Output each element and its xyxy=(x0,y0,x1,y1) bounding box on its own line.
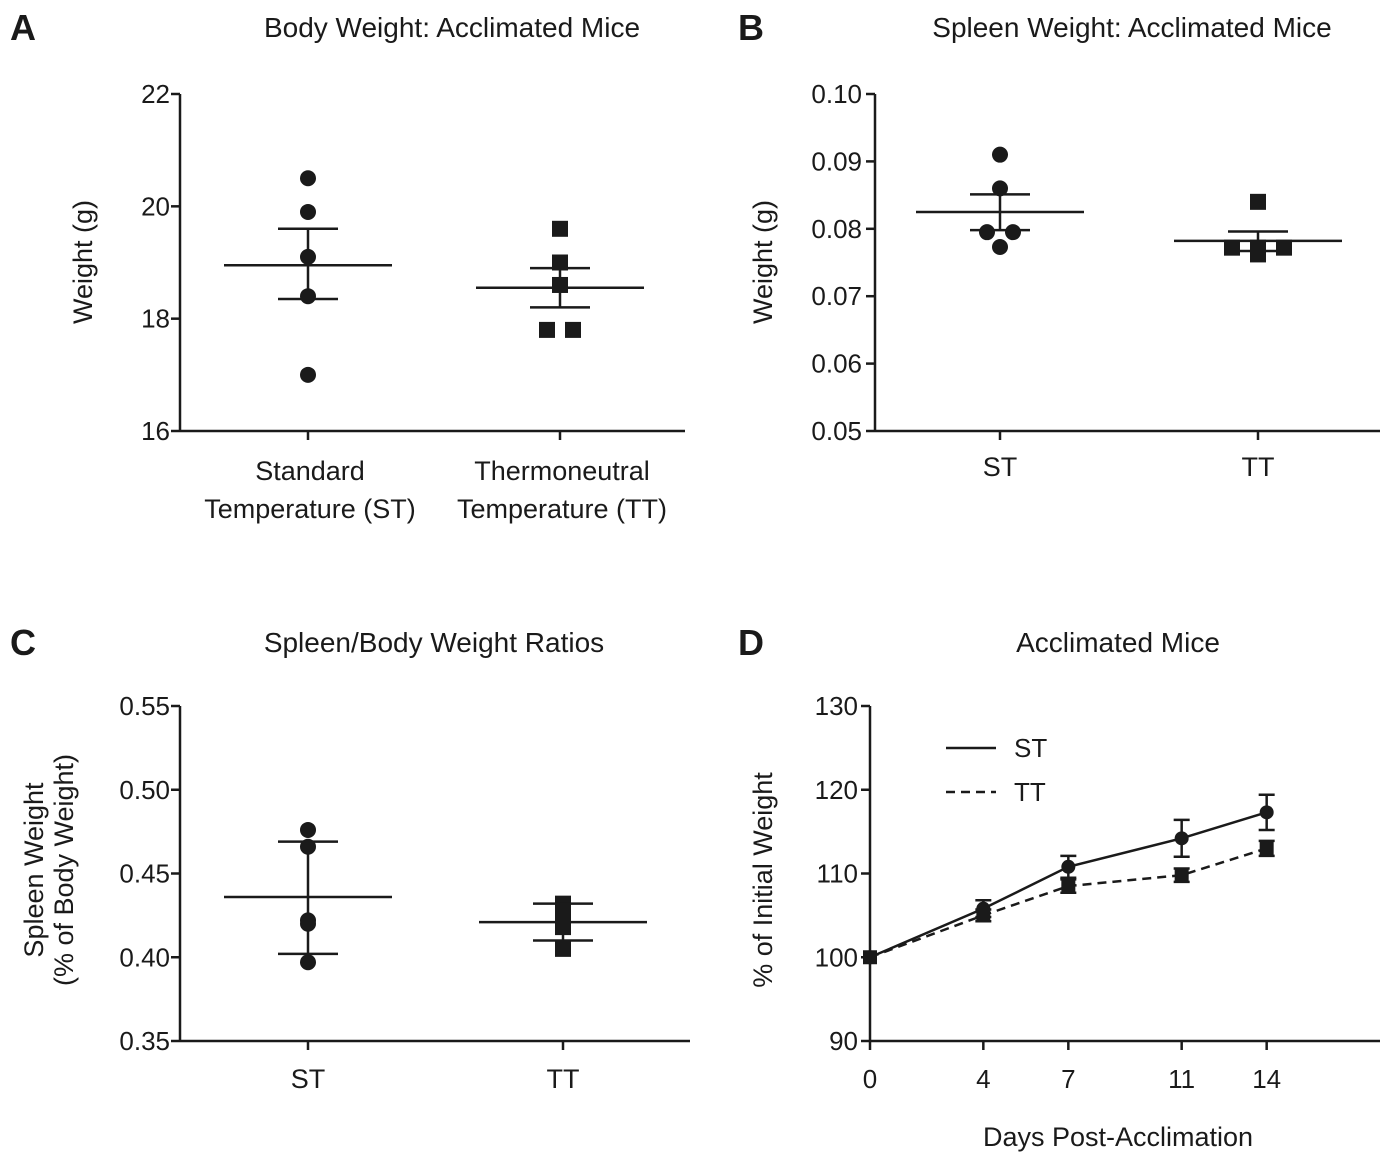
panel-d-data-point xyxy=(1061,859,1076,874)
panel-a-x-tick-label: Thermoneutral xyxy=(474,456,650,486)
panel-b-y-tick-label: 0.09 xyxy=(811,146,862,176)
panel-a-data-point xyxy=(539,321,555,338)
panel-b-y-tick-label: 0.10 xyxy=(811,79,862,109)
panel-d-data-point xyxy=(1259,805,1274,820)
panel-c-y-axis-label: (% of Body Weight) xyxy=(49,754,79,986)
panel-c-axes: 0.35 0.40 0.45 0.50 0.55 Spleen Weight (% of B… xyxy=(19,691,690,1094)
panel-c-marks xyxy=(224,821,647,971)
panel-d-legend-label: ST xyxy=(1014,733,1047,763)
panel-a-marks xyxy=(224,170,644,383)
panel-a-data-point xyxy=(552,220,568,237)
panel-b-data-point xyxy=(1250,193,1266,210)
panel-a-y-tick-label: 18 xyxy=(141,304,170,334)
panel-b-data-point xyxy=(992,238,1008,255)
panel-c-x-tick-label: ST xyxy=(291,1064,326,1094)
panel-b-y-tick-label: 0.08 xyxy=(811,214,862,244)
panel-d-x-tick-label: 4 xyxy=(976,1064,990,1094)
panel-b-y-tick-label: 0.06 xyxy=(811,349,862,379)
panel-a-y-tick-label: 22 xyxy=(141,79,170,109)
panel-d-letter: D xyxy=(738,622,764,663)
panel-b-data-point xyxy=(1005,224,1021,241)
panel-d-x-tick-label: 0 xyxy=(863,1064,877,1094)
panel-a-data-point xyxy=(300,366,316,383)
panel-b-x-tick-label: TT xyxy=(1242,452,1275,482)
panel-b-data-point xyxy=(992,146,1008,163)
panel-a-y-tick-label: 16 xyxy=(141,416,170,446)
panel-b-axes: 0.05 0.06 0.07 0.08 0.09 0.10 Weight (g) ST TT xyxy=(748,79,1380,482)
panel-d-data-point xyxy=(1061,879,1076,894)
panel-a-letter: A xyxy=(10,7,36,48)
panel-d-x-tick-label: 7 xyxy=(1061,1064,1075,1094)
panel-d-data-point xyxy=(1174,831,1189,846)
panel-d-marks: ST TT xyxy=(863,733,1275,965)
panel-d-y-tick-label: 130 xyxy=(815,691,858,721)
panel-a-data-point xyxy=(552,254,568,271)
panel-c-data-point xyxy=(555,940,571,957)
panel-d-title: Acclimated Mice xyxy=(1016,627,1220,658)
panel-a-data-point xyxy=(565,321,581,338)
panel-b-title: Spleen Weight: Acclimated Mice xyxy=(932,12,1331,43)
panel-c-y-axis-label: Spleen Weight xyxy=(19,782,49,958)
panel-d-x-tick-label: 14 xyxy=(1252,1064,1281,1094)
panel-b-data-point xyxy=(992,180,1008,197)
panel-a-y-tick-label: 20 xyxy=(141,191,170,221)
panel-c: C Spleen/Body Weight Ratios 0.35 0.40 0.45… xyxy=(10,622,690,1094)
panel-a-x-tick-label: Temperature (TT) xyxy=(457,494,667,524)
panel-b-data-point xyxy=(979,224,995,241)
panel-d-legend-label: TT xyxy=(1014,777,1046,807)
panel-a-axes: 16 18 20 22 Weight (g) Standard Temperature (S… xyxy=(68,79,685,524)
panel-d-data-point xyxy=(1259,841,1274,856)
panel-d-y-axis-label: % of Initial Weight xyxy=(748,772,778,988)
panel-d-x-axis-label: Days Post-Acclimation xyxy=(983,1122,1253,1152)
panel-d-y-tick-label: 100 xyxy=(815,942,858,972)
panel-d-y-tick-label: 110 xyxy=(817,859,858,889)
panel-c-title: Spleen/Body Weight Ratios xyxy=(264,627,604,658)
panel-b-y-tick-label: 0.07 xyxy=(811,281,862,311)
panel-c-y-tick-label: 0.45 xyxy=(119,859,170,889)
panel-d-data-point xyxy=(863,950,877,965)
panel-d-y-tick-label: 120 xyxy=(815,775,858,805)
panel-c-y-tick-label: 0.50 xyxy=(119,775,170,805)
panel-a-title: Body Weight: Acclimated Mice xyxy=(264,12,640,43)
panel-b-letter: B xyxy=(738,7,764,48)
panel-c-letter: C xyxy=(10,622,36,663)
panel-b: B Spleen Weight: Acclimated Mice 0.050.0… xyxy=(738,7,1380,482)
panel-d-x-tick-label: 11 xyxy=(1168,1064,1195,1094)
panel-c-data-point xyxy=(300,954,316,971)
panel-b-x-tick-label: ST xyxy=(983,452,1018,482)
panel-b-marks xyxy=(916,146,1342,263)
panel-a-x-tick-label: Standard xyxy=(255,456,365,486)
panel-d-data-point xyxy=(976,908,991,923)
panel-d-data-point xyxy=(1174,868,1189,883)
panel-c-data-point xyxy=(300,821,316,838)
panel-b-y-axis-label: Weight (g) xyxy=(748,200,778,324)
panel-b-y-tick-label: 0.05 xyxy=(811,416,862,446)
panel-a-y-axis-label: Weight (g) xyxy=(68,200,98,324)
panel-c-x-tick-label: TT xyxy=(547,1064,580,1094)
panel-c-y-tick-label: 0.40 xyxy=(119,942,170,972)
panel-a-x-tick-label: Temperature (ST) xyxy=(204,494,416,524)
panel-a-data-point xyxy=(300,203,316,220)
panel-c-y-tick-label: 0.35 xyxy=(119,1026,170,1056)
panel-d-y-tick-label: 90 xyxy=(829,1026,858,1056)
panel-a-data-point xyxy=(300,170,316,187)
panel-a: A Body Weight: Acclimated Mice 16 18 20 22 W… xyxy=(10,7,685,524)
panel-c-y-tick-label: 0.55 xyxy=(119,691,170,721)
panel-d-axes: 90 100 110 120 130 % of Initial Weight 0 4 7 11 14… xyxy=(748,691,1380,1152)
